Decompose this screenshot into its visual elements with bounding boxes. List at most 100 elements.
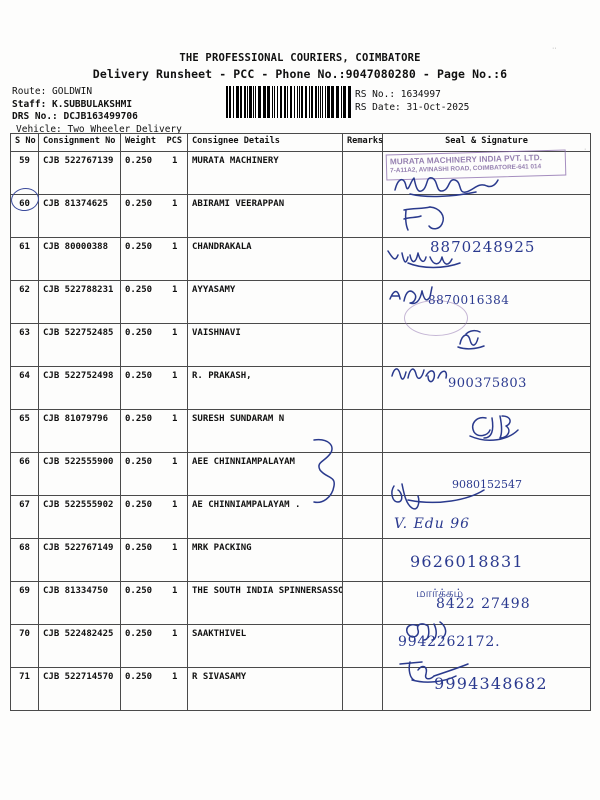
- cell-consignment-no: CJB 522555902: [38, 495, 121, 539]
- cell-seal-signature: [382, 409, 591, 453]
- cell-s-no-text: 69: [19, 586, 30, 596]
- table-row[interactable]: 65 CJB 81079796 0.250 1 SURESH SUNDARAM N: [10, 409, 591, 453]
- cell-pcs: 1: [162, 581, 188, 625]
- cell-weight: 0.250: [120, 667, 163, 711]
- cell-pcs-text: 1: [172, 156, 178, 166]
- cell-seal-signature-text: [383, 625, 590, 629]
- cell-pcs-text: 1: [172, 371, 178, 381]
- cell-weight-text: 0.250: [125, 672, 153, 682]
- cell-seal-signature-text: [383, 453, 590, 457]
- table-row[interactable]: 60 CJB 81374625 0.250 1 ABIRAMI VEERAPPAN: [10, 194, 591, 238]
- cell-consignment-no-text: CJB 522555902: [43, 500, 114, 510]
- cell-seal-signature: [382, 237, 591, 281]
- cell-seal-signature: [382, 495, 591, 539]
- cell-pcs-text: 1: [172, 285, 178, 295]
- cell-consignment-no-text: CJB 80000388: [43, 242, 109, 252]
- cell-seal-signature-text: [383, 367, 590, 371]
- cell-consignment-no-text: CJB 522752485: [43, 328, 114, 338]
- cell-weight-text: 0.250: [125, 629, 153, 639]
- cell-remarks-text: [343, 367, 382, 371]
- cell-seal-signature: [382, 323, 591, 367]
- cell-consignment-no-text: CJB 522555900: [43, 457, 114, 467]
- cell-weight: 0.250: [120, 151, 163, 195]
- cell-consignee-text: MRK PACKING: [192, 543, 252, 553]
- cell-seal-signature-text: [383, 668, 590, 672]
- table-row[interactable]: 66 CJB 522555900 0.250 1 AEE CHINNIAMPALAYAM: [10, 452, 591, 496]
- cell-consignment-no: CJB 522752498: [38, 366, 121, 410]
- col-header-weight: Weight: [120, 133, 163, 152]
- route-label: Route: GOLDWIN: [12, 86, 93, 97]
- cell-s-no: 68: [10, 538, 39, 582]
- cell-consignee-text: CHANDRAKALA: [192, 242, 252, 252]
- cell-weight: 0.250: [120, 280, 163, 324]
- cell-weight: 0.250: [120, 409, 163, 453]
- cell-s-no-text: 59: [19, 156, 30, 166]
- cell-s-no-text: 66: [19, 457, 30, 467]
- cell-pcs: 1: [162, 151, 188, 195]
- cell-consignee-text: SAAKTHIVEL: [192, 629, 247, 639]
- col-header-consignee-details: Consignee Details: [187, 133, 343, 152]
- cell-pcs: 1: [162, 323, 188, 367]
- cell-pcs: 1: [162, 194, 188, 238]
- cell-weight-text: 0.250: [125, 543, 153, 553]
- cell-s-no-text: 63: [19, 328, 30, 338]
- cell-s-no: 66: [10, 452, 39, 496]
- cell-consignee-text: R SIVASAMY: [192, 672, 247, 682]
- cell-seal-signature-text: [383, 539, 590, 543]
- cell-pcs: 1: [162, 667, 188, 711]
- table-row[interactable]: 62 CJB 522788231 0.250 1 AYYASAMY: [10, 280, 591, 324]
- cell-remarks: [342, 452, 383, 496]
- cell-weight: 0.250: [120, 581, 163, 625]
- cell-consignee: THE SOUTH INDIA SPINNERSASSOCI: [187, 581, 343, 625]
- rs-meta-block: RS No.: 1634997 RS Date: 31-Oct-2025: [355, 88, 469, 114]
- cell-weight: 0.250: [120, 452, 163, 496]
- cell-seal-signature: [382, 194, 591, 238]
- cell-consignee: ABIRAMI VEERAPPAN: [187, 194, 343, 238]
- cell-pcs: 1: [162, 366, 188, 410]
- cell-seal-signature-text: [383, 496, 590, 500]
- cell-s-no: 69: [10, 581, 39, 625]
- cell-weight-text: 0.250: [125, 586, 153, 596]
- rs-date-label: RS Date: 31-Oct-2025: [355, 102, 470, 113]
- table-row[interactable]: 59 CJB 522767139 0.250 1 MURATA MACHINERY: [10, 151, 591, 195]
- cell-seal-signature: [382, 667, 591, 711]
- table-row[interactable]: 69 CJB 81334750 0.250 1 THE SOUTH INDIA SPIN…: [10, 581, 591, 625]
- cell-s-no-text: 70: [19, 629, 30, 639]
- cell-seal-signature: [382, 538, 591, 582]
- cell-consignee: AE CHINNIAMPALAYAM .: [187, 495, 343, 539]
- barcode: [226, 86, 352, 118]
- cell-consignee: MURATA MACHINERY: [187, 151, 343, 195]
- cell-s-no-text: 65: [19, 414, 30, 424]
- cell-consignment-no-text: CJB 522788231: [43, 285, 114, 295]
- cell-pcs: 1: [162, 624, 188, 668]
- table-row[interactable]: 70 CJB 522482425 0.250 1 SAAKTHIVEL: [10, 624, 591, 668]
- cell-remarks: [342, 323, 383, 367]
- cell-s-no: 60: [10, 194, 39, 238]
- cell-pcs-text: 1: [172, 672, 178, 682]
- cell-remarks-text: [343, 582, 382, 586]
- table-row[interactable]: 71 CJB 522714570 0.250 1 R SIVASAMY: [10, 667, 591, 711]
- cell-consignee: R SIVASAMY: [187, 667, 343, 711]
- cell-consignment-no: CJB 522788231: [38, 280, 121, 324]
- table-row[interactable]: 64 CJB 522752498 0.250 1 R. PRAKASH,: [10, 366, 591, 410]
- cell-remarks: [342, 280, 383, 324]
- cell-pcs: 1: [162, 538, 188, 582]
- cell-consignee-text: SURESH SUNDARAM N: [192, 414, 285, 424]
- cell-seal-signature-text: [383, 238, 590, 242]
- cell-consignment-no: CJB 80000388: [38, 237, 121, 281]
- cell-weight-text: 0.250: [125, 285, 153, 295]
- table-row[interactable]: 63 CJB 522752485 0.250 1 VAISHNAVI: [10, 323, 591, 367]
- table-row[interactable]: 61 CJB 80000388 0.250 1 CHANDRAKALA: [10, 237, 591, 281]
- cell-consignment-no: CJB 522767139: [38, 151, 121, 195]
- cell-remarks: [342, 581, 383, 625]
- company-title: THE PROFESSIONAL COURIERS, COIMBATORE: [179, 52, 421, 64]
- cell-pcs-text: 1: [172, 457, 178, 467]
- cell-s-no: 63: [10, 323, 39, 367]
- table-row[interactable]: 68 CJB 522767149 0.250 1 MRK PACKING: [10, 538, 591, 582]
- cell-remarks: [342, 366, 383, 410]
- cell-pcs-text: 1: [172, 242, 178, 252]
- cell-remarks-text: [343, 668, 382, 672]
- cell-pcs: 1: [162, 280, 188, 324]
- table-row[interactable]: 67 CJB 522555902 0.250 1 AE CHINNIAMPALAYAM …: [10, 495, 591, 539]
